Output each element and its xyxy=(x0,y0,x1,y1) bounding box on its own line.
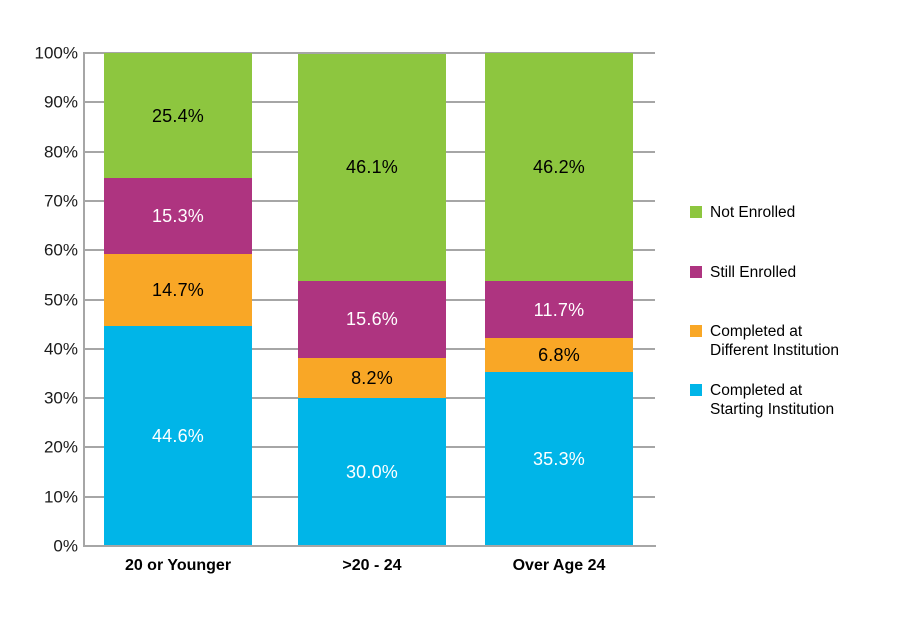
left-tick-stub xyxy=(83,150,104,153)
x-axis-category-label: 20 or Younger xyxy=(124,557,232,574)
right-tick-stub xyxy=(633,150,655,153)
bar-segment-value-label: 6.8% xyxy=(538,345,580,366)
right-tick-stub xyxy=(633,298,655,301)
y-axis-tick-label: 30% xyxy=(43,388,78,408)
y-axis-tick-labels: 0% 10% 20% 30% 40% 50% 60% 70% 80% 90% 100% xyxy=(20,45,78,555)
bar-segment[interactable]: 15.6% xyxy=(298,280,446,358)
legend-label: Completed at Starting Institution xyxy=(710,382,835,419)
legend-label: Still Enrolled xyxy=(710,264,797,281)
legend-color-swatch xyxy=(690,384,702,396)
bar-1[interactable]: 44.6% 14.7% 15.3% 25.4% xyxy=(104,53,252,546)
left-tick-stub xyxy=(83,298,104,301)
bar-segment-value-label: 35.3% xyxy=(532,448,586,469)
legend-color-swatch xyxy=(690,206,702,218)
y-axis-tick-label: 50% xyxy=(43,290,78,309)
bar-segment[interactable]: 15.3% xyxy=(104,178,252,254)
x-axis-category-label: >20 - 24 xyxy=(342,557,402,574)
y-axis-tick-label: 10% xyxy=(43,487,78,507)
legend-item[interactable]: Completed at Different Institution xyxy=(690,322,839,361)
bar-segment[interactable]: 35.3% xyxy=(485,371,633,546)
legend-item[interactable]: Completed at Starting Institution xyxy=(690,381,834,420)
bar-segment-value-label: 14.7% xyxy=(151,279,205,300)
right-tick-stub xyxy=(633,446,655,449)
left-tick-stub xyxy=(83,52,104,54)
y-axis-tick-label: 40% xyxy=(43,339,78,359)
legend-item[interactable]: Still Enrolled xyxy=(690,263,796,282)
bar-segment[interactable]: 6.8% xyxy=(485,338,633,372)
y-axis-tick-label: 80% xyxy=(43,142,78,162)
bar-3[interactable]: 35.3% 6.8% 11.7% 46.2% xyxy=(485,53,633,546)
y-axis-tick-label: 90% xyxy=(43,92,78,112)
left-tick-stub xyxy=(83,101,104,104)
x-axis-category-label: Over Age 24 xyxy=(512,557,606,574)
left-tick-stub xyxy=(83,397,104,400)
right-tick-stub xyxy=(633,347,655,350)
bar-segment[interactable]: 46.2% xyxy=(485,53,633,281)
bar-segment-value-label: 25.4% xyxy=(151,105,205,126)
right-tick-stub xyxy=(633,397,655,400)
bar-segment-value-label: 11.7% xyxy=(533,299,585,320)
left-tick-stub xyxy=(83,199,104,202)
right-tick-stub xyxy=(633,495,655,498)
legend-item[interactable]: Not Enrolled xyxy=(690,203,795,222)
bar-segment[interactable]: 8.2% xyxy=(298,357,446,399)
legend-color-swatch xyxy=(690,325,702,337)
y-axis-tick-label: 0% xyxy=(53,536,78,556)
bar-segment[interactable]: 14.7% xyxy=(104,253,252,327)
bar-segment-value-label: 44.6% xyxy=(151,426,205,447)
legend-label: Completed at Different Institution xyxy=(710,323,839,360)
bar-segment-value-label: 8.2% xyxy=(351,367,393,388)
bar-segment-value-label: 15.6% xyxy=(345,309,399,330)
right-tick-stub xyxy=(633,101,655,104)
bar-segment-value-label: 15.3% xyxy=(151,205,205,226)
right-tick-stub xyxy=(633,249,655,252)
right-tick-stub xyxy=(633,199,655,202)
bar-segment[interactable]: 44.6% xyxy=(104,326,252,546)
gridline xyxy=(83,52,655,54)
left-tick-stub xyxy=(83,249,104,252)
bar-segment-value-label: 46.2% xyxy=(532,156,586,177)
left-tick-stub xyxy=(83,495,104,498)
bar-segment[interactable]: 11.7% xyxy=(485,280,633,339)
y-axis-tick-label: 70% xyxy=(43,191,78,211)
bar-segment-value-label: 30.0% xyxy=(345,462,399,483)
bar-segment[interactable]: 25.4% xyxy=(104,53,252,179)
bar-2[interactable]: 30.0% 8.2% 15.6% 46.1% xyxy=(298,53,446,546)
left-tick-stub xyxy=(83,446,104,449)
legend-label: Not Enrolled xyxy=(710,204,796,221)
bar-segment[interactable]: 46.1% xyxy=(298,53,446,281)
y-axis-tick-label: 20% xyxy=(43,437,78,457)
legend-color-swatch xyxy=(690,266,702,278)
bar-segment[interactable]: 30.0% xyxy=(298,398,446,546)
bar-segment-value-label: 46.1% xyxy=(345,157,399,178)
x-axis-line xyxy=(83,545,656,547)
plot-area: 44.6% 14.7% 15.3% 25.4% 30.0% 8.2% 15.6% 46.1% 3… xyxy=(83,52,655,546)
right-tick-stub xyxy=(633,52,655,54)
y-axis-tick-label: 100% xyxy=(34,43,78,63)
y-axis-tick-label: 60% xyxy=(43,240,78,260)
left-tick-stub xyxy=(83,347,104,350)
